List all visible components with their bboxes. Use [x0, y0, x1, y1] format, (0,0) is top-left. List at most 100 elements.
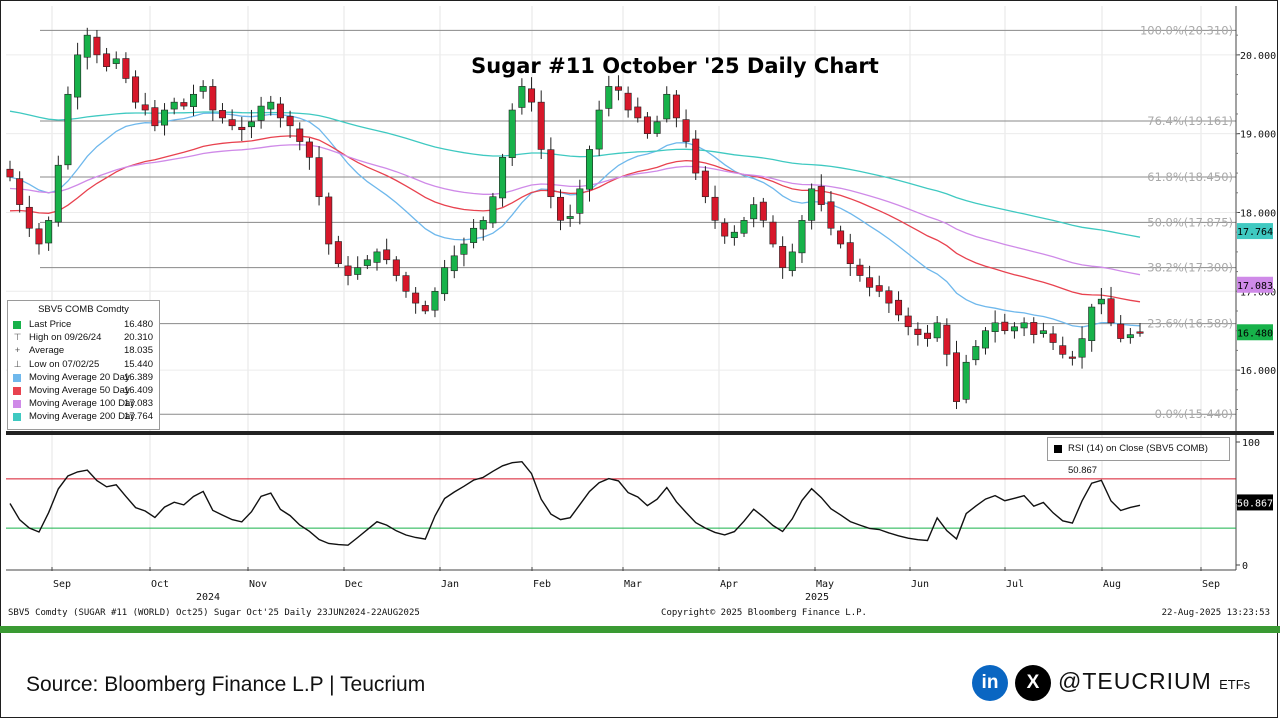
chart-title: Sugar #11 October '25 Daily Chart: [471, 54, 879, 78]
legend-label: High on 09/26/24: [29, 332, 102, 344]
candle-body: [103, 53, 111, 67]
y-tick-label: 19.000: [1240, 130, 1276, 141]
candle-body: [267, 101, 275, 110]
candle-body: [991, 322, 999, 332]
candle-body: [141, 104, 149, 111]
candle-body: [672, 94, 680, 119]
fib-label: 76.4%(19.161): [1147, 114, 1233, 128]
candle-body: [1068, 356, 1076, 359]
axis-flag-label: 17.764: [1237, 227, 1273, 238]
candle-body: [595, 109, 603, 150]
candle-body: [209, 86, 217, 111]
footer-center: Copyright© 2025 Bloomberg Finance L.P.: [661, 608, 867, 618]
candle-body: [83, 34, 91, 58]
candle-body: [325, 196, 333, 245]
candle-body: [1020, 322, 1028, 329]
candle-body: [460, 243, 468, 255]
candle-body: [701, 170, 709, 198]
legend-swatch: [13, 400, 21, 409]
candle-body: [827, 201, 835, 229]
x-month-label: Sep: [53, 579, 71, 590]
footer-left: SBV5 Comdty (SUGAR #11 (WORLD) Oct25) Su…: [8, 608, 420, 618]
legend-row: Last Price 16.480: [8, 318, 159, 331]
candle-body: [470, 227, 478, 243]
legend-swatch: [13, 413, 21, 422]
candle-body: [1049, 333, 1057, 343]
candle-body: [247, 121, 255, 128]
candle-body: [952, 352, 960, 402]
candle-body: [489, 196, 497, 224]
candle-body: [450, 255, 458, 272]
candle-body: [35, 228, 43, 245]
candle-body: [170, 101, 178, 110]
legend-title: SBV5 COMB Comdty: [38, 304, 129, 315]
candle-body: [643, 116, 651, 134]
axis-flag-label: 16.480: [1237, 328, 1273, 339]
legend-value: 16.409: [123, 384, 153, 396]
candle-body: [1107, 298, 1115, 324]
candle-body: [663, 93, 671, 120]
candle-body: [972, 346, 980, 361]
x-month-label: Feb: [533, 579, 551, 590]
axis-flag: [1237, 324, 1273, 341]
candle-body: [16, 178, 24, 205]
axis-flag: [1237, 276, 1273, 293]
legend-value: 15.440: [123, 358, 153, 370]
candle-body: [788, 251, 796, 271]
candle-body: [653, 121, 661, 134]
candle-body: [54, 164, 62, 223]
candle-body: [238, 126, 246, 131]
candle-body: [528, 88, 536, 103]
candle-body: [856, 264, 864, 276]
candle-body: [1039, 330, 1047, 334]
x-month-label: Dec: [345, 579, 363, 590]
y-tick-label: 17.000: [1240, 287, 1276, 298]
ma-line-200: [9, 110, 1141, 238]
candle-body: [808, 188, 816, 221]
x-icon[interactable]: X: [1015, 665, 1051, 701]
candle-body: [682, 119, 690, 142]
x-month-label: Jan: [441, 579, 459, 590]
panel-separator: [6, 431, 1274, 435]
y-tick-label: 16.000: [1240, 366, 1276, 377]
legend-label: Moving Average 200 Day: [29, 411, 135, 423]
candle-body: [199, 86, 207, 92]
candle-body: [866, 277, 874, 288]
candle-body: [1097, 298, 1105, 305]
candle-body: [924, 332, 932, 339]
linkedin-icon[interactable]: in: [972, 665, 1008, 701]
footer-right: 22-Aug-2025 13:23:53: [1162, 608, 1270, 618]
candle-body: [1001, 321, 1009, 331]
fibonacci-levels: 100.0%(20.310) 76.4%(19.161) 61.8%(18.450)…: [40, 23, 1236, 421]
candle-body: [547, 149, 555, 198]
candle-body: [392, 259, 400, 276]
fib-label: 23.6%(16.589): [1147, 317, 1233, 331]
x-year-label: 2024: [196, 592, 220, 603]
candle-body: [914, 328, 922, 335]
footer-bar: [0, 626, 1280, 633]
legend-row: Moving Average 100 Day 17.083: [8, 397, 159, 410]
legend-value: 18.035: [123, 345, 153, 357]
candle-body: [537, 101, 545, 150]
candle-body: [1117, 323, 1125, 339]
source-text: Source: Bloomberg Finance L.P | Teucrium: [26, 673, 426, 696]
candle-body: [585, 149, 593, 190]
axis-flag-label: 17.083: [1237, 281, 1273, 292]
candle-body: [441, 267, 449, 295]
legend-value: 20.310: [123, 332, 153, 344]
candle-body: [508, 109, 516, 158]
candle-body: [412, 292, 420, 304]
legend-rows: Last Price 16.480 ⊤ High on 09/26/24 20.310 +…: [8, 318, 159, 424]
teucrium-handle[interactable]: @TEUCRIUM ETFs: [1058, 668, 1250, 695]
x-month-label: Sep: [1202, 579, 1220, 590]
legend-value: 16.480: [123, 319, 153, 330]
candle-body: [817, 186, 825, 205]
ma-line-100: [9, 144, 1141, 276]
rsi-legend: RSI (14) on Close (SBV5 COMB) 50.867: [1047, 437, 1230, 476]
legend-row: Moving Average 50 Day 16.409: [8, 384, 159, 397]
candle-body: [566, 216, 574, 219]
axis-flag-label: 50.867: [1237, 498, 1273, 509]
candle-body: [904, 315, 912, 328]
